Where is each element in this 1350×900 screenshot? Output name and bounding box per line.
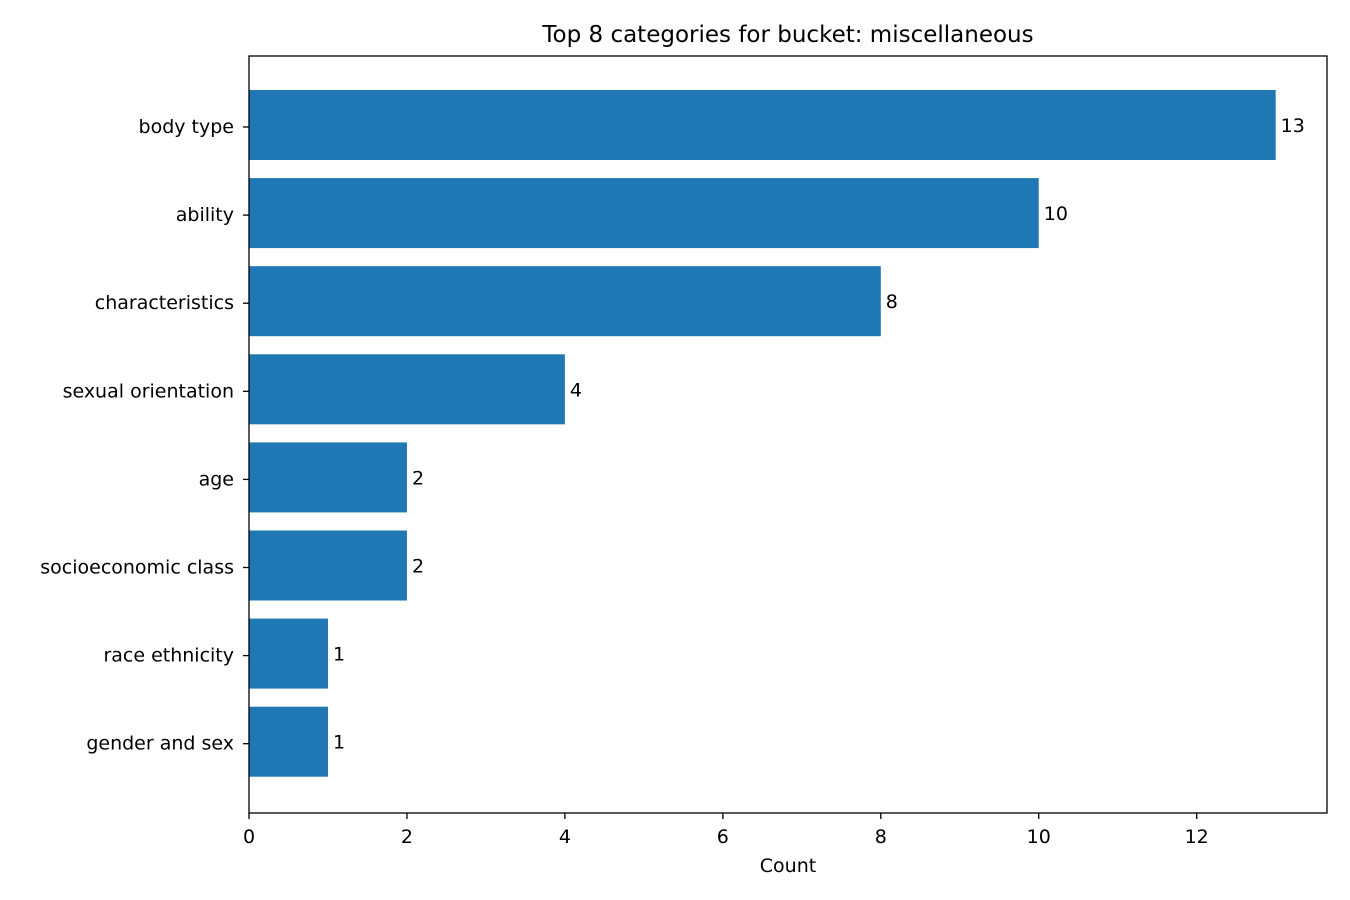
- x-tick-label-2: 4: [559, 826, 571, 848]
- data-label-5: 2: [412, 556, 424, 578]
- bar-0: [249, 90, 1276, 160]
- x-axis-label: Count: [760, 855, 816, 877]
- bar-7: [249, 706, 328, 777]
- x-tick-label-4: 8: [875, 826, 887, 848]
- y-tick-label-4: age: [199, 468, 234, 490]
- data-label-0: 13: [1281, 115, 1305, 137]
- bar-3: [249, 354, 565, 425]
- x-axis: 0 2 4 6 8 10 12: [243, 813, 1209, 848]
- y-tick-label-3: sexual orientation: [63, 380, 234, 402]
- y-tick-label-2: characteristics: [95, 292, 234, 314]
- data-labels-layer: 13 10 8 4 2 2 1 1: [333, 115, 1305, 754]
- bar-5: [249, 530, 407, 601]
- data-label-2: 8: [886, 291, 898, 313]
- x-tick-label-6: 12: [1185, 826, 1209, 848]
- data-label-1: 10: [1044, 203, 1068, 225]
- data-label-3: 4: [570, 379, 582, 401]
- data-label-6: 1: [333, 644, 345, 666]
- y-tick-label-1: ability: [176, 204, 234, 226]
- x-tick-label-0: 0: [243, 826, 255, 848]
- y-tick-label-7: gender and sex: [86, 733, 234, 755]
- x-tick-label-5: 10: [1027, 826, 1051, 848]
- chart-title: Top 8 categories for bucket: miscellaneo…: [541, 22, 1033, 48]
- x-tick-label-1: 2: [401, 826, 413, 848]
- y-axis: body type ability characteristics sexual or…: [40, 116, 249, 755]
- bar-4: [249, 442, 407, 513]
- bar-1: [249, 178, 1039, 249]
- bar-6: [249, 618, 328, 689]
- data-label-7: 1: [333, 732, 345, 754]
- bar-2: [249, 266, 881, 337]
- bars-layer: [249, 90, 1276, 777]
- plot-frame: [248, 55, 1328, 814]
- y-tick-label-5: socioeconomic class: [40, 557, 234, 579]
- y-tick-label-0: body type: [139, 116, 234, 138]
- y-tick-label-6: race ethnicity: [103, 645, 234, 667]
- data-label-4: 2: [412, 467, 424, 489]
- x-tick-label-3: 6: [717, 826, 729, 848]
